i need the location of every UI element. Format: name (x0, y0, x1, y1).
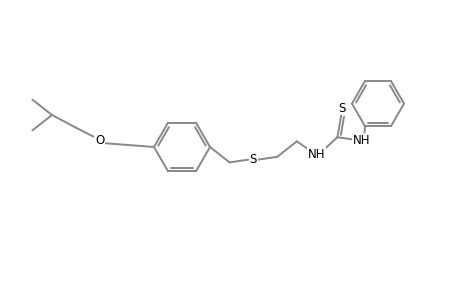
Text: S: S (337, 102, 345, 115)
Text: NH: NH (307, 148, 325, 160)
Text: NH: NH (352, 134, 369, 146)
Text: O: O (95, 134, 104, 147)
Text: S: S (249, 153, 257, 166)
